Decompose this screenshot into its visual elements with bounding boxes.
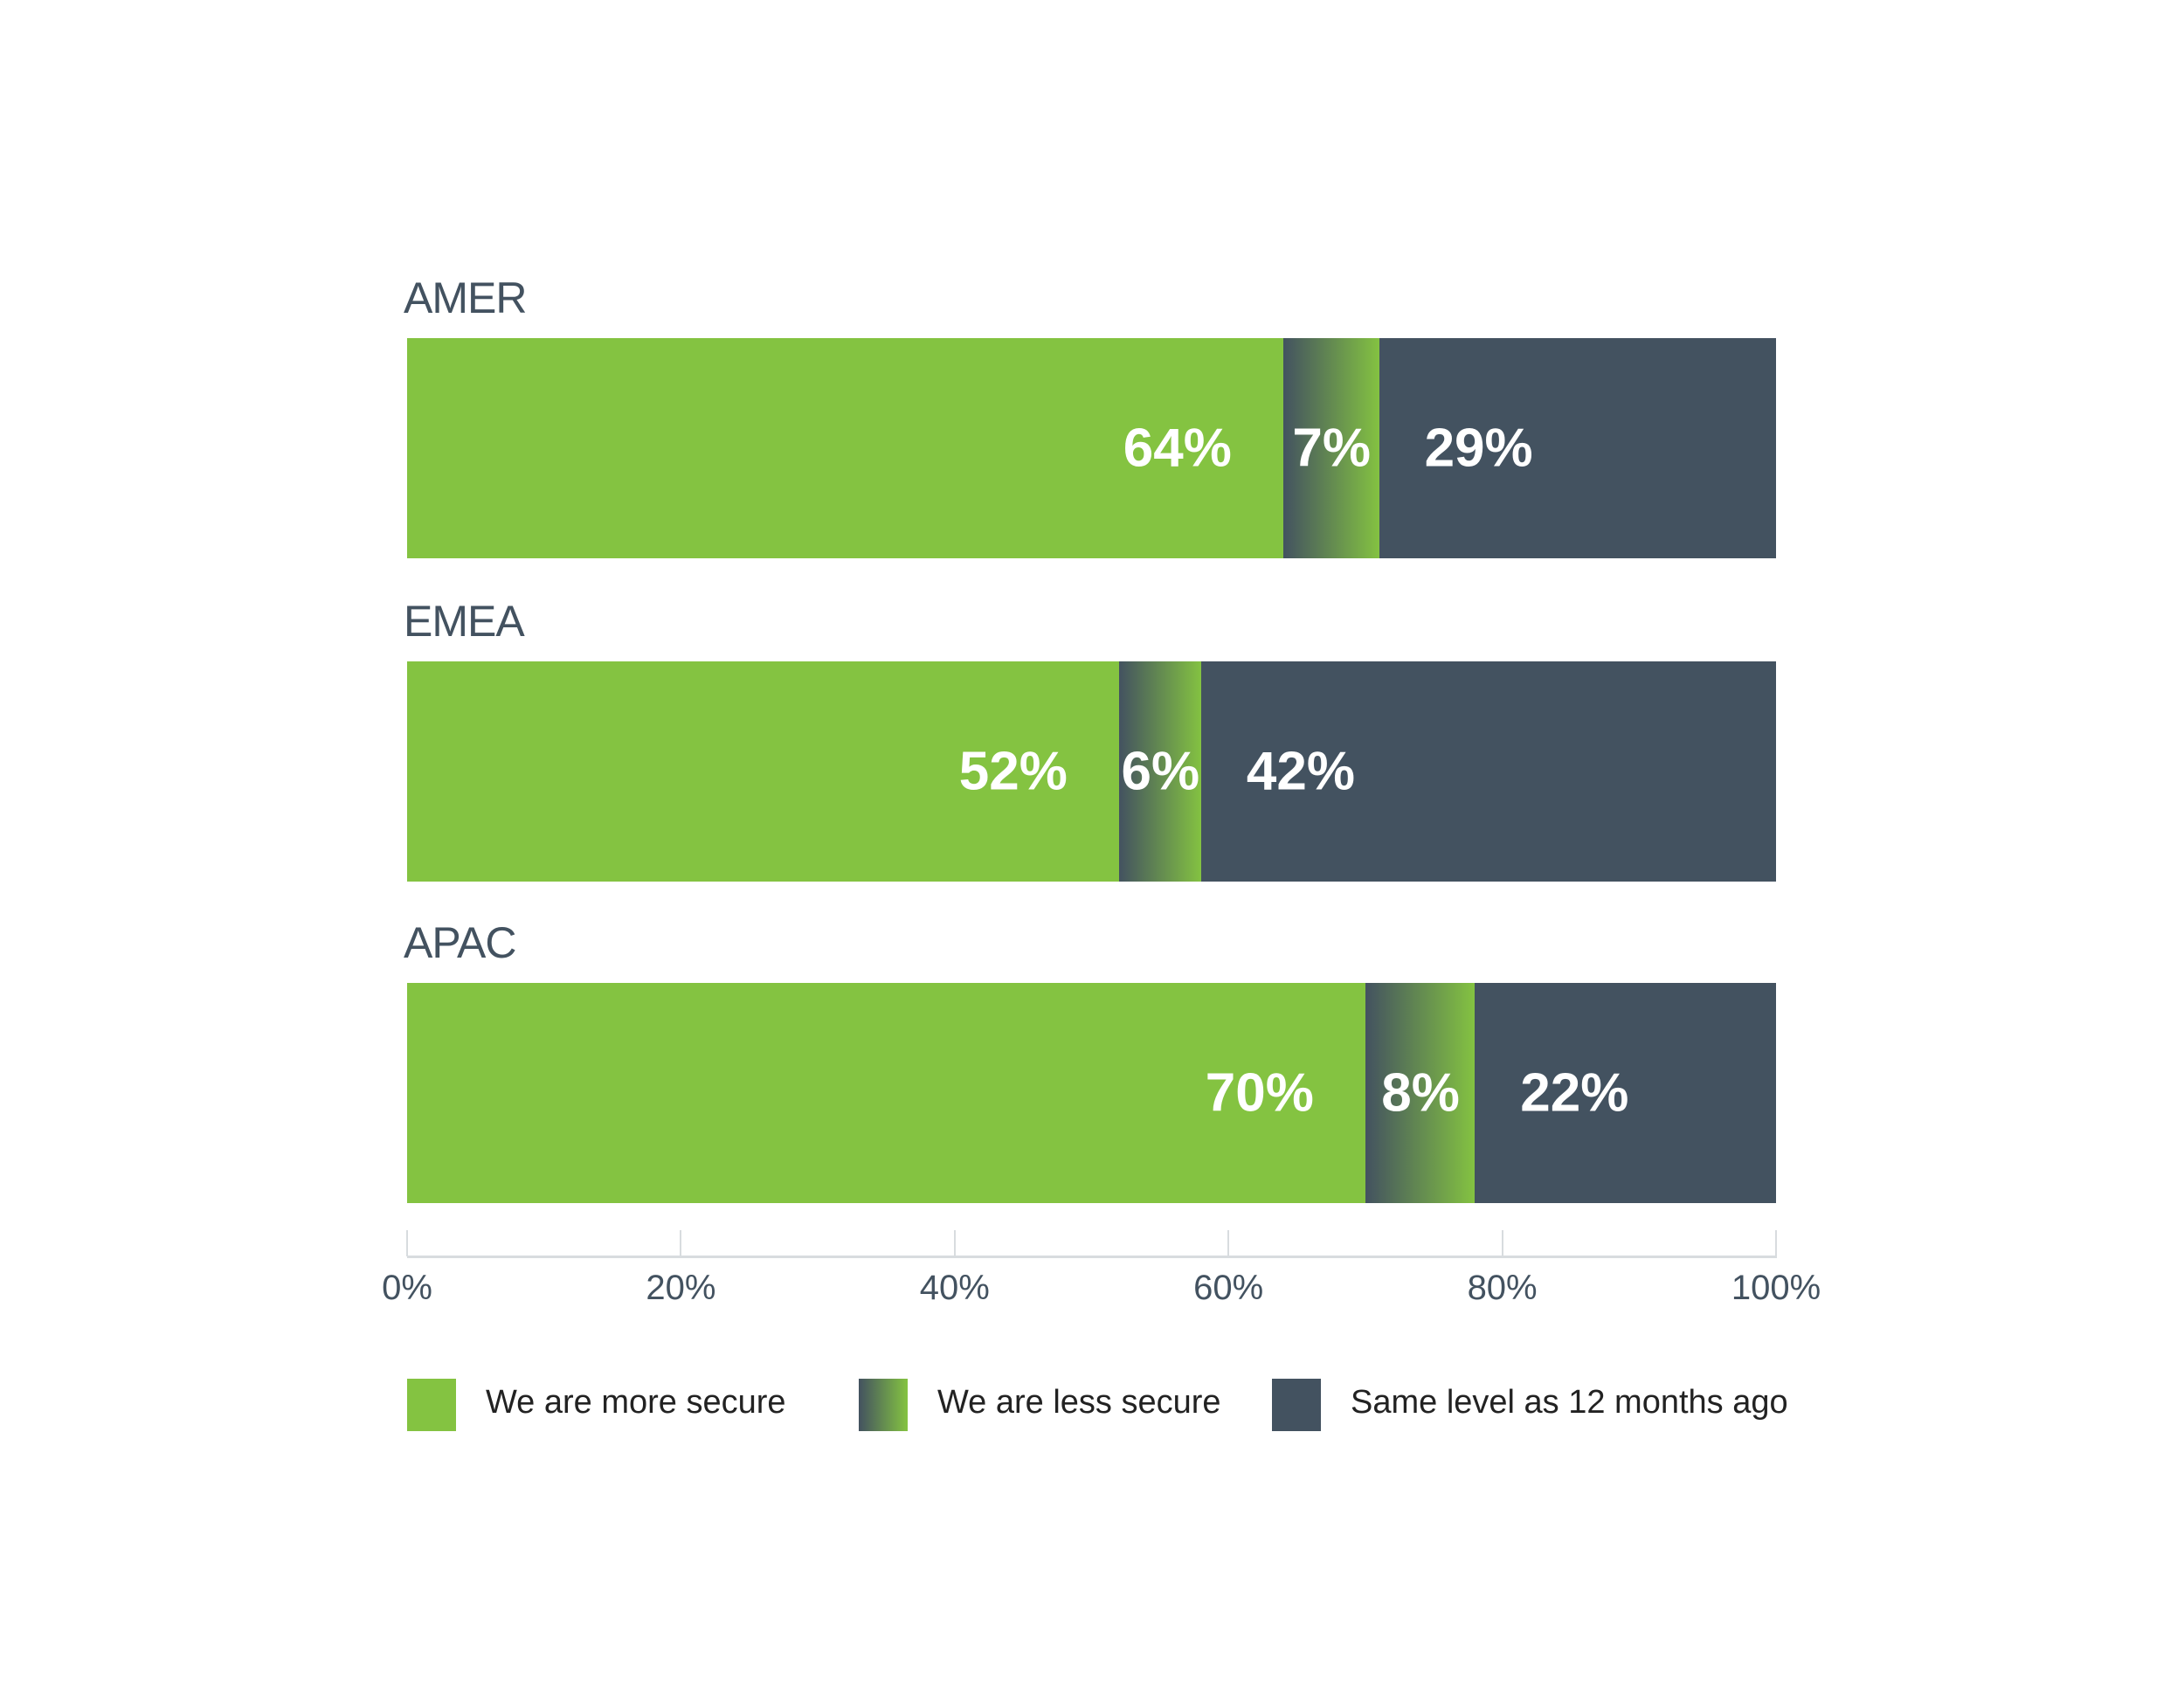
legend-label-more-secure: We are more secure: [486, 1384, 786, 1421]
category-label-emea: EMEA: [404, 597, 525, 646]
value-label: 42%: [1246, 741, 1355, 802]
x-tick: [406, 1230, 408, 1256]
x-tick: [680, 1230, 682, 1256]
value-label: 22%: [1520, 1062, 1629, 1124]
legend-swatch-less-secure: [859, 1379, 908, 1431]
value-label: 52%: [958, 741, 1068, 802]
x-tick-label: 20%: [646, 1269, 716, 1307]
segment-same-level: 42%: [1200, 661, 1776, 882]
category-label-apac: APAC: [404, 918, 516, 967]
value-label: 29%: [1424, 418, 1533, 479]
x-tick: [1227, 1230, 1230, 1256]
x-tick: [1775, 1230, 1777, 1256]
x-tick: [953, 1230, 956, 1256]
bar-apac: 70% 8% 22%: [407, 983, 1776, 1203]
x-tick-label: 0%: [382, 1269, 432, 1307]
legend-swatch-more-secure: [407, 1379, 456, 1431]
category-label-amer: AMER: [404, 273, 527, 322]
value-label: 8%: [1381, 1062, 1460, 1124]
segment-more-secure: 64%: [407, 338, 1284, 558]
segment-more-secure: 52%: [407, 661, 1120, 882]
value-label: 70%: [1205, 1062, 1314, 1124]
segment-same-level: 22%: [1475, 983, 1776, 1203]
bar-emea: 52% 6% 42%: [407, 661, 1776, 882]
segment-same-level: 29%: [1379, 338, 1776, 558]
segment-less-secure: 6%: [1118, 661, 1202, 882]
value-label: 7%: [1292, 418, 1372, 479]
segment-less-secure: 7%: [1282, 338, 1380, 558]
legend-label-same-level: Same level as 12 months ago: [1351, 1384, 1788, 1421]
legend-label-less-secure: We are less secure: [937, 1384, 1221, 1421]
segment-more-secure: 70%: [407, 983, 1366, 1203]
x-tick: [1501, 1230, 1503, 1256]
x-axis-line: [407, 1256, 1777, 1258]
x-tick-label: 100%: [1731, 1269, 1821, 1307]
value-label: 6%: [1121, 741, 1200, 802]
value-label: 64%: [1123, 418, 1232, 479]
segment-less-secure: 8%: [1365, 983, 1476, 1203]
x-tick-label: 60%: [1193, 1269, 1264, 1307]
x-tick-label: 80%: [1467, 1269, 1538, 1307]
x-tick-label: 40%: [919, 1269, 990, 1307]
bar-amer: 64% 7% 29%: [407, 338, 1776, 558]
legend-swatch-same-level: [1272, 1379, 1321, 1431]
